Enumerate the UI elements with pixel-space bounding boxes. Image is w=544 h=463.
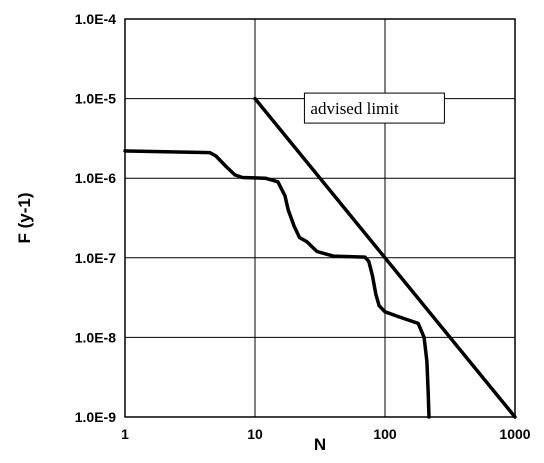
plot-area-border bbox=[125, 19, 515, 417]
x-tick-label-3: 1000 bbox=[499, 426, 530, 442]
x-tick-label-0: 1 bbox=[121, 426, 129, 442]
y-axis-title: F (y-1) bbox=[15, 193, 34, 244]
x-tick-label-2: 100 bbox=[373, 426, 397, 442]
annotations: advised limit bbox=[304, 93, 444, 123]
y-tick-label-1: 1.0E-5 bbox=[75, 91, 116, 107]
y-tick-labels: 1.0E-4 1.0E-5 1.0E-6 1.0E-7 1.0E-8 1.0E-9 bbox=[75, 11, 116, 425]
series-line-1 bbox=[125, 151, 429, 417]
annotation-label-0: advised limit bbox=[310, 99, 399, 118]
y-tick-label-2: 1.0E-6 bbox=[75, 170, 116, 186]
y-tick-label-5: 1.0E-9 bbox=[75, 409, 116, 425]
y-tick-label-4: 1.0E-8 bbox=[75, 329, 116, 345]
grid bbox=[125, 19, 515, 417]
y-tick-label-0: 1.0E-4 bbox=[75, 11, 116, 27]
x-tick-label-1: 10 bbox=[247, 426, 263, 442]
y-tick-label-3: 1.0E-7 bbox=[75, 250, 116, 266]
x-axis-title: N bbox=[314, 435, 326, 454]
